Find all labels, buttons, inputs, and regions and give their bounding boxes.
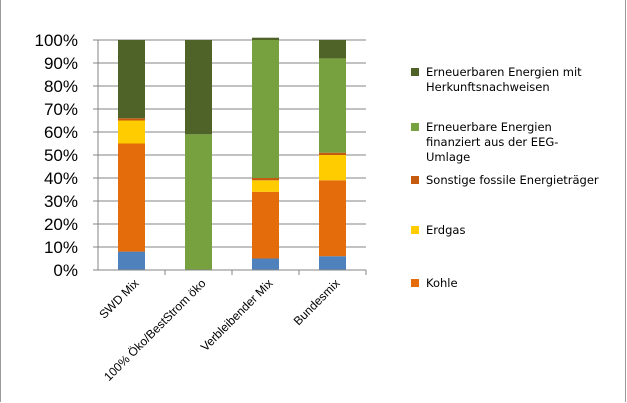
y-tick-label: 90% [44,54,78,73]
bar-segment [252,258,279,270]
x-category-label: Bundesmix [291,276,343,328]
bar-segment [319,180,346,257]
bar-segment [319,58,346,153]
bar-segment [185,134,212,270]
y-tick-label: 40% [44,169,78,188]
y-tick-label: 30% [44,192,78,211]
x-category-label: SWD Mix [96,276,141,321]
bars [118,37,346,270]
bar-segment [252,37,279,40]
legend: Erneuerbaren Energien mitHerkunftsnachwe… [411,65,599,290]
legend-label: finanziert aus der EEG- [426,135,558,149]
y-tick-label: 80% [44,77,78,96]
y-tick-label: 0% [53,261,78,280]
legend-label: Umlage [426,150,470,164]
y-tick-label: 10% [44,238,78,257]
y-tick-label: 70% [44,100,78,119]
legend-label: Kohle [426,276,458,290]
legend-item: Kohle [411,276,458,290]
y-tick-label: 50% [44,146,78,165]
y-tick-label: 20% [44,215,78,234]
bar-segment [118,143,145,252]
y-tick-label: 100% [35,31,78,50]
bar-segment [118,118,145,121]
legend-item: Erdgas [411,223,465,237]
bar-segment [185,40,212,135]
legend-swatch [411,176,419,184]
bar-segment [118,40,145,119]
bar-segment [118,251,145,270]
legend-label: Erneuerbaren Energien mit [426,65,582,79]
legend-swatch [411,226,419,234]
axes [93,39,367,275]
bar-segment [118,120,145,144]
legend-swatch [411,68,419,76]
bar-segment [319,40,346,59]
bar-segment [252,180,279,192]
bar-segment [319,152,346,155]
legend-label: Erneuerbare Energien [426,120,552,134]
bar-segment [252,191,279,259]
bar-segment [252,40,279,178]
legend-swatch [411,123,419,131]
bar-segment [252,178,279,181]
legend-swatch [411,279,419,287]
bar-segment [319,155,346,181]
legend-label: Sonstige fossile Energieträger [426,173,599,187]
legend-label: Erdgas [426,223,465,237]
legend-item: Erneuerbaren Energien mitHerkunftsnachwe… [411,65,582,94]
legend-label: Herkunftsnachweisen [426,80,550,94]
y-tick-label: 60% [44,123,78,142]
x-category-label: Verbleibender Mix [198,276,276,354]
y-axis-tick-labels: 0% 10% 20% 30% 40% 50% 60% 70% 80% 90% 100% [35,31,78,280]
bar-segment [319,256,346,270]
legend-item: Sonstige fossile Energieträger [411,173,599,187]
